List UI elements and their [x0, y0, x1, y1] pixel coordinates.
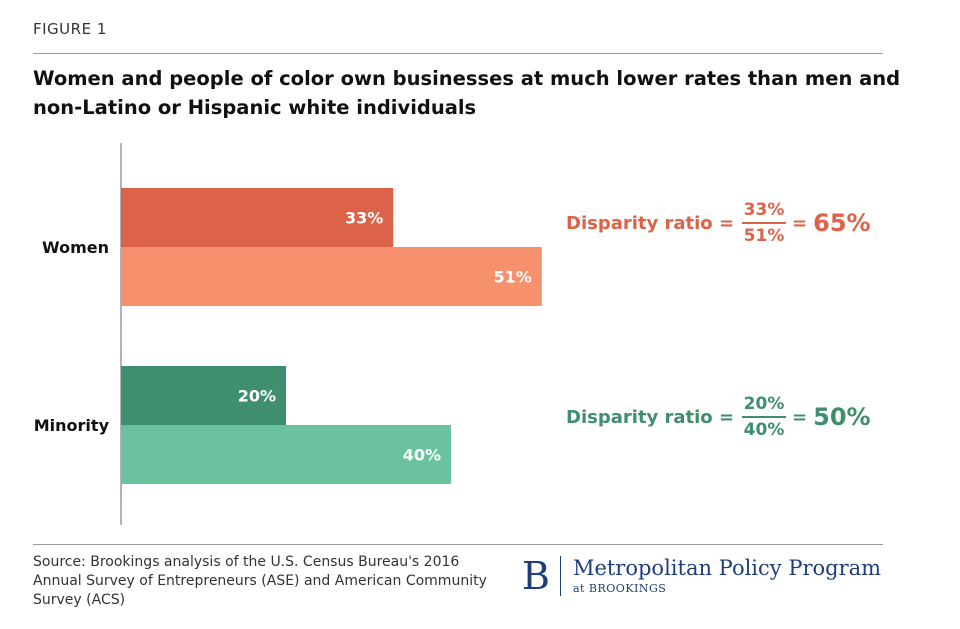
bottom-divider: [33, 544, 883, 545]
bar-women-1: [121, 247, 542, 306]
disparity-ratio-women: Disparity ratio = 33% 51% = 65%: [566, 200, 871, 246]
brookings-logo: B Metropolitan Policy Program at BROOKIN…: [522, 552, 881, 600]
chart-title: Women and people of color own businesses…: [33, 67, 901, 119]
ratio-label: Disparity ratio =: [566, 212, 735, 234]
category-label: Minority: [34, 416, 110, 435]
brookings-b-logo: B: [522, 554, 550, 598]
ratio-fraction: 20% 40%: [742, 394, 787, 440]
category-label: Women: [42, 238, 109, 257]
figure-label: FIGURE 1: [33, 20, 107, 38]
fraction-bar: [742, 416, 787, 418]
source-note: Source: Brookings analysis of the U.S. C…: [33, 554, 487, 608]
ratio-label: Disparity ratio =: [566, 406, 735, 428]
bar-value-label: 33%: [345, 209, 383, 228]
bar-value-label: 51%: [493, 268, 531, 287]
bar-value-label: 40%: [403, 446, 441, 465]
ratio-result: 65%: [813, 209, 871, 237]
bar-minority-0: [121, 366, 286, 425]
ratio-fraction: 33% 51%: [742, 200, 787, 246]
brand-names: Metropolitan Policy Program at BROOKINGS: [573, 555, 881, 597]
top-divider: [33, 53, 883, 54]
fraction-bar: [742, 222, 787, 224]
ratio-denominator: 51%: [743, 226, 785, 246]
bar-women-0: [121, 188, 394, 247]
ratio-denominator: 40%: [743, 420, 785, 440]
ratio-numerator: 33%: [743, 200, 785, 220]
bar-minority-1: [121, 425, 451, 484]
disparity-ratio-minority: Disparity ratio = 20% 40% = 50%: [566, 394, 871, 440]
ratio-result: 50%: [813, 403, 871, 431]
program-name: Metropolitan Policy Program: [572, 556, 882, 580]
brookings-wordmark: at BROOKINGS: [572, 582, 667, 595]
ratio-equals: =: [792, 406, 808, 428]
ratio-numerator: 20%: [743, 394, 785, 414]
ratio-equals: =: [792, 212, 808, 234]
bar-value-label: 20%: [238, 387, 276, 406]
logo-separator: [559, 556, 561, 596]
